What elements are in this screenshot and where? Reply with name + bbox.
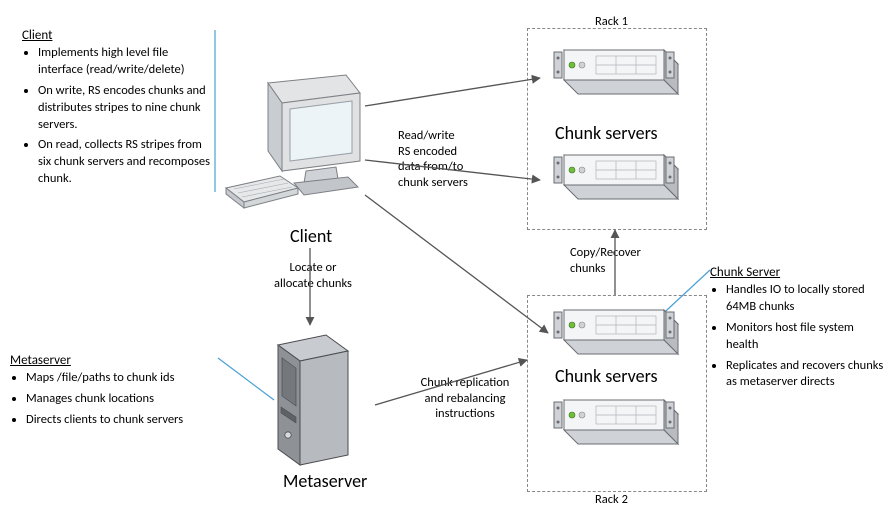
callout-chunkserver: Chunk Server Handles IO to locally store… [710,265,888,395]
metaserver-tower-icon [278,335,348,465]
callout-client: Client Implements high level file interf… [22,28,212,192]
client-monitor-icon [268,75,360,195]
edge-label-client-chunks: Read/write RS encoded data from/to chunk… [398,128,518,191]
edge-label-client-meta: Locate or allocate chunks [258,260,368,291]
callout-metaserver-title: Metaserver [10,353,220,368]
metaserver-label: Metaserver [283,470,367,492]
callout-metaserver-item: Directs clients to chunk servers [26,412,220,429]
rack-1-title: Rack 1 [595,14,628,29]
callout-client-item: On read, collects RS stripes from six ch… [38,137,212,188]
rack-2-box [527,295,707,492]
callout-client-item: On write, RS encodes chunks and distribu… [38,83,212,134]
callout-chunkserver-item: Handles IO to locally stored 64MB chunks [726,282,888,316]
callout-chunkserver-item: Replicates and recovers chunks as metase… [726,358,888,392]
callout-chunkserver-title: Chunk Server [710,265,888,280]
rack2-chunk-servers-label: Chunk servers [555,365,658,387]
callout-chunkserver-item: Monitors host file system health [726,320,888,354]
client-keyboard-icon [226,176,298,208]
rack1-chunk-servers-label: Chunk servers [555,122,658,144]
callout-metaserver-item: Manages chunk locations [26,391,220,408]
edge-label-meta-chunks: Chunk replication and rebalancing instru… [395,375,535,422]
callout-client-item: Implements high level file interface (re… [38,45,212,79]
callout-line-metaserver [218,358,274,400]
callout-metaserver-item: Maps /file/paths to chunk ids [26,370,220,387]
client-label: Client [290,225,332,247]
callout-metaserver: Metaserver Maps /file/paths to chunk ids… [10,353,220,433]
callout-client-title: Client [22,28,212,43]
rack-2-title: Rack 2 [595,492,628,507]
arrow-client-rack2-top [365,195,548,333]
edge-label-rack-rack: Copy/Recover chunks [570,245,680,276]
arrow-client-rack1-top [365,78,540,106]
